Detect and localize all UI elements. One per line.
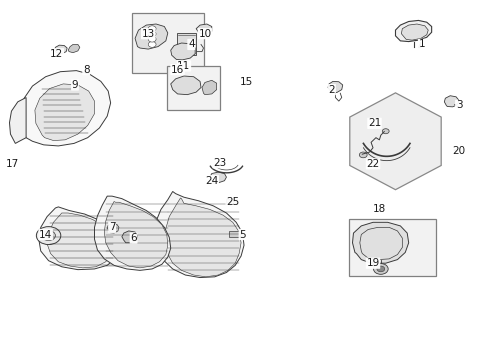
- Text: 15: 15: [239, 77, 253, 87]
- Text: 17: 17: [6, 159, 20, 169]
- Circle shape: [359, 152, 367, 158]
- Polygon shape: [196, 24, 212, 34]
- Text: 24: 24: [205, 176, 219, 186]
- Bar: [226, 199, 237, 204]
- Polygon shape: [171, 43, 195, 60]
- Text: 10: 10: [198, 29, 212, 39]
- Polygon shape: [95, 196, 171, 270]
- Bar: [132, 13, 204, 73]
- Text: 2: 2: [329, 85, 335, 95]
- Polygon shape: [9, 98, 26, 143]
- Text: 21: 21: [368, 118, 381, 128]
- Polygon shape: [20, 71, 111, 146]
- Text: 16: 16: [171, 64, 184, 75]
- Bar: [348, 220, 436, 276]
- Text: 25: 25: [226, 197, 240, 207]
- Polygon shape: [35, 84, 95, 140]
- Text: 20: 20: [452, 145, 466, 156]
- Bar: [167, 66, 220, 110]
- Circle shape: [148, 41, 156, 47]
- Text: 8: 8: [83, 64, 90, 75]
- Text: 14: 14: [39, 230, 52, 239]
- Polygon shape: [68, 44, 80, 53]
- Circle shape: [148, 36, 156, 42]
- Circle shape: [377, 266, 385, 272]
- Polygon shape: [395, 21, 432, 41]
- Circle shape: [36, 226, 61, 244]
- Text: 4: 4: [188, 40, 195, 49]
- Polygon shape: [328, 81, 343, 93]
- Circle shape: [373, 264, 388, 274]
- Polygon shape: [171, 76, 201, 95]
- Text: 6: 6: [130, 233, 137, 243]
- Polygon shape: [210, 172, 226, 183]
- Polygon shape: [135, 24, 168, 49]
- Circle shape: [148, 31, 156, 37]
- Polygon shape: [104, 202, 168, 268]
- Text: 13: 13: [142, 29, 155, 39]
- Bar: [229, 231, 240, 237]
- Text: 3: 3: [456, 100, 463, 111]
- Text: 23: 23: [213, 158, 226, 168]
- Text: 22: 22: [367, 159, 380, 169]
- Text: 11: 11: [177, 61, 191, 71]
- Text: 7: 7: [109, 222, 116, 232]
- Bar: [176, 33, 196, 55]
- Polygon shape: [122, 231, 138, 243]
- Text: 18: 18: [373, 204, 386, 215]
- Polygon shape: [202, 80, 217, 95]
- Text: 19: 19: [367, 258, 380, 268]
- Circle shape: [382, 129, 389, 134]
- Polygon shape: [444, 96, 459, 107]
- Text: 9: 9: [72, 80, 78, 90]
- Text: 12: 12: [50, 49, 64, 59]
- Polygon shape: [39, 207, 119, 270]
- Polygon shape: [350, 93, 441, 190]
- Text: 5: 5: [239, 230, 246, 239]
- Circle shape: [42, 230, 55, 240]
- Polygon shape: [401, 24, 428, 40]
- Polygon shape: [155, 192, 244, 278]
- Polygon shape: [47, 213, 114, 268]
- Circle shape: [46, 233, 51, 238]
- Text: 1: 1: [418, 40, 425, 49]
- Circle shape: [148, 26, 156, 32]
- Polygon shape: [107, 224, 119, 233]
- Polygon shape: [352, 222, 409, 263]
- Polygon shape: [164, 198, 241, 277]
- Polygon shape: [54, 45, 67, 54]
